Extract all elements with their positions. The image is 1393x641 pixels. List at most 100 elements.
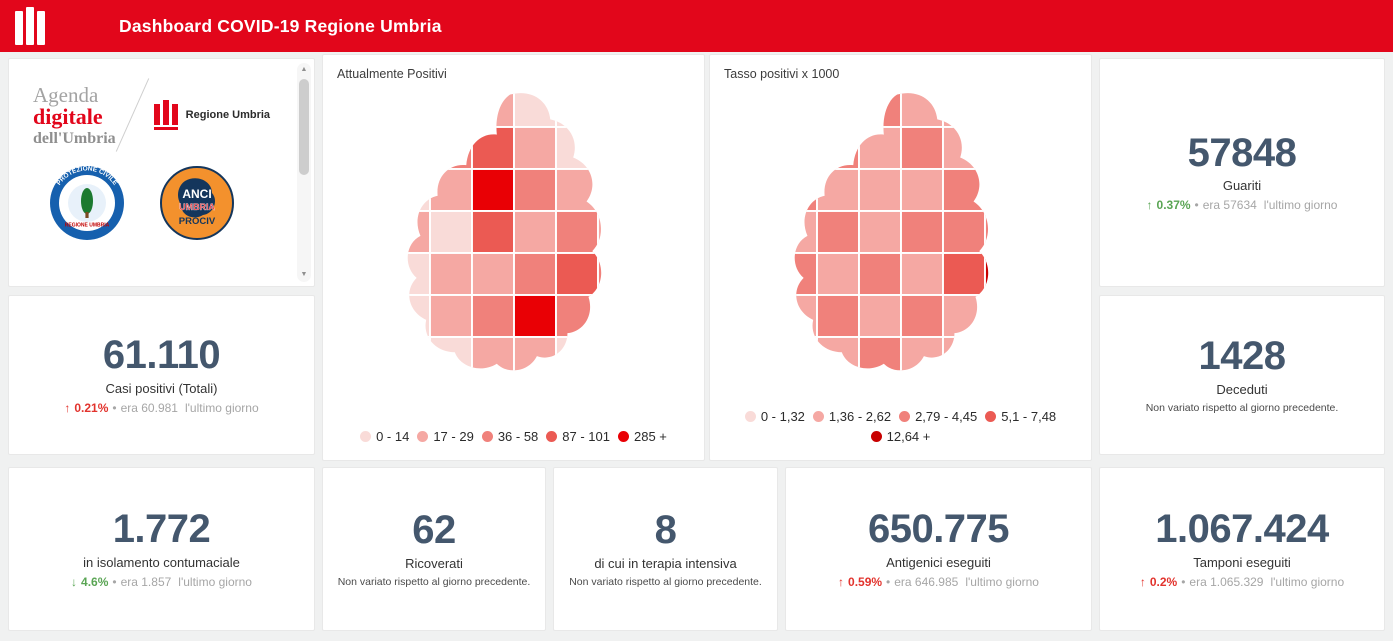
- legend-swatch: [546, 431, 558, 442]
- legend-label: 5,1 - 7,48: [1001, 409, 1057, 424]
- stat-delta: ↑ 0.21% • era 60.981 l'ultimo giorno: [64, 401, 258, 415]
- stat-previous-label: l'ultimo giorno: [965, 574, 1039, 589]
- stat-previous-label: l'ultimo giorno: [1270, 574, 1345, 589]
- regione-umbria-logo: Regione Umbria: [153, 100, 270, 130]
- choropleth-map-attualmente-positivi[interactable]: [388, 85, 640, 379]
- scrollbar-track[interactable]: [297, 77, 311, 268]
- legend-label: 285 +: [634, 429, 667, 444]
- trend-up-icon: ↑: [1139, 574, 1146, 589]
- stat-value: 1.067.424: [1155, 507, 1329, 552]
- stat-value: 650.775: [867, 507, 1010, 552]
- stat-label: Ricoverati: [405, 555, 463, 571]
- legend-swatch: [481, 431, 493, 442]
- stat-value: 1428: [1198, 334, 1286, 379]
- legend-swatch: [812, 411, 824, 422]
- map-legend: 0 - 1,32 1,36 - 2,62 2,79 - 4,45 5,1 - 7…: [720, 409, 1081, 444]
- trend-up-icon: ↑: [64, 400, 71, 415]
- stat-previous-value: era 60.981: [120, 400, 178, 415]
- protezione-civile-logo: PROTEZIONE CIVILE REGIONE UMBRIA: [50, 165, 124, 240]
- stat-value: 1.772: [112, 507, 211, 552]
- stat-label: Tamponi eseguiti: [1193, 554, 1291, 570]
- logos-panel: Agenda digitale dell'Umbria Regione Umbr…: [8, 58, 315, 287]
- stat-previous-value: era 646.985: [894, 574, 959, 589]
- regione-umbria-label: Regione Umbria: [185, 109, 271, 121]
- trend-up-icon: ↑: [838, 574, 845, 589]
- stat-value: 61.110: [102, 333, 221, 378]
- stat-delta-pct: 0.59%: [848, 574, 883, 589]
- agenda-digitale-logo: Agenda digitale dell'Umbria: [33, 83, 116, 148]
- stat-card-deceduti: 1428 Deceduti Non variato rispetto al gi…: [1099, 295, 1385, 455]
- municipality-cells[interactable]: [388, 85, 640, 379]
- stat-previous-value: era 57634: [1202, 198, 1257, 213]
- legend-label: 1,36 - 2,62: [828, 409, 892, 424]
- legend-label: 0 - 14: [376, 429, 410, 444]
- stat-card-isolamento: 1.772 in isolamento contumaciale ↓ 4.6% …: [8, 467, 315, 631]
- dellumbria-word: dell'Umbria: [33, 129, 116, 147]
- stat-card-casi-positivi: 61.110 Casi positivi (Totali) ↑ 0.21% • …: [8, 295, 315, 455]
- trend-down-icon: ↓: [71, 574, 78, 589]
- stat-previous-value: era 1.857: [120, 574, 172, 589]
- anci-text: ANCI: [182, 187, 211, 201]
- stat-delta: ↑ 0.59% • era 646.985 l'ultimo giorno: [838, 575, 1039, 589]
- umbria-text: UMBRIA: [179, 202, 215, 212]
- legend-item: 2,79 - 4,45: [899, 409, 977, 424]
- stat-previous-label: l'ultimo giorno: [184, 400, 259, 415]
- scrollbar-thumb[interactable]: [299, 79, 309, 175]
- scroll-down-icon[interactable]: ▼: [300, 271, 308, 278]
- stat-delta: ↑ 0.2% • era 1.065.329 l'ultimo giorno: [1140, 575, 1344, 589]
- bullet-separator: •: [886, 574, 891, 589]
- choropleth-map-tasso-positivi[interactable]: [775, 85, 1027, 379]
- stat-note: Non variato rispetto al giorno precedent…: [1145, 401, 1339, 414]
- map-card-tasso-positivi: Tasso positivi x 1000 0 - 1,32 1,36 - 2,…: [709, 54, 1092, 461]
- stat-card-antigenici: 650.775 Antigenici eseguiti ↑ 0.59% • er…: [785, 467, 1092, 631]
- legend-swatch: [985, 411, 997, 422]
- stat-card-tamponi: 1.067.424 Tamponi eseguiti ↑ 0.2% • era …: [1099, 467, 1385, 631]
- stat-card-ricoverati: 62 Ricoverati Non variato rispetto al gi…: [322, 467, 546, 631]
- legend-item: 1,36 - 2,62: [812, 409, 892, 424]
- page-title: Dashboard COVID-19 Regione Umbria: [119, 15, 442, 36]
- stat-label: Casi positivi (Totali): [105, 380, 218, 396]
- umbria-silhouette-icon: [178, 178, 216, 218]
- bullet-separator: •: [1181, 574, 1186, 589]
- legend-swatch: [618, 431, 629, 442]
- legend-label: 87 - 101: [562, 429, 610, 444]
- stat-note: Non variato rispetto al giorno precedent…: [569, 575, 762, 588]
- ceri-bar: [15, 11, 23, 45]
- logos-top-row: Agenda digitale dell'Umbria Regione Umbr…: [9, 59, 314, 155]
- legend-item: 87 - 101: [546, 429, 610, 444]
- legend-label: 12,64 +: [886, 429, 931, 444]
- stat-label: Guariti: [1222, 178, 1262, 194]
- map-legend: 0 - 14 17 - 29 36 - 58 87 - 101 285 +: [333, 429, 694, 444]
- stat-value: 62: [412, 508, 456, 553]
- map-card-attualmente-positivi: Attualmente Positivi 0 - 14 17 - 29 36 -…: [322, 54, 705, 461]
- ceri-bar: [37, 11, 45, 45]
- legend-item: 285 +: [618, 429, 667, 444]
- legend-swatch: [417, 431, 429, 442]
- legend-item: 0 - 1,32: [744, 409, 805, 424]
- legend-item: 36 - 58: [481, 429, 539, 444]
- scroll-up-icon[interactable]: ▲: [300, 66, 308, 73]
- stat-value: 57848: [1187, 130, 1297, 175]
- logos-scrollbar[interactable]: ▲ ▼: [297, 63, 311, 282]
- stat-previous-label: l'ultimo giorno: [178, 574, 252, 589]
- ceri-red-icon: [153, 100, 178, 130]
- legend-label: 36 - 58: [497, 429, 539, 444]
- legend-item: 0 - 14: [360, 429, 409, 444]
- agenda-word: Agenda: [33, 82, 99, 107]
- stat-card-guariti: 57848 Guariti ↑ 0.37% • era 57634 l'ulti…: [1099, 58, 1385, 287]
- stat-label: Antigenici eseguiti: [886, 554, 991, 570]
- legend-swatch: [870, 431, 882, 442]
- legend-item: 12,64 +: [870, 429, 931, 444]
- stat-label: di cui in terapia intensiva: [594, 555, 737, 571]
- stat-delta-pct: 0.21%: [74, 400, 109, 415]
- legend-swatch: [744, 411, 756, 422]
- regione-umbria-ceri-icon: [15, 7, 45, 45]
- stat-delta-pct: 4.6%: [81, 574, 109, 589]
- legend-label: 2,79 - 4,45: [915, 409, 978, 424]
- stat-previous-value: era 1.065.329: [1189, 574, 1264, 589]
- digitale-word: digitale: [33, 103, 103, 129]
- municipality-cells[interactable]: [775, 85, 1027, 379]
- header-bar: Dashboard COVID-19 Regione Umbria: [0, 0, 1393, 52]
- map-title: Attualmente Positivi: [337, 67, 447, 81]
